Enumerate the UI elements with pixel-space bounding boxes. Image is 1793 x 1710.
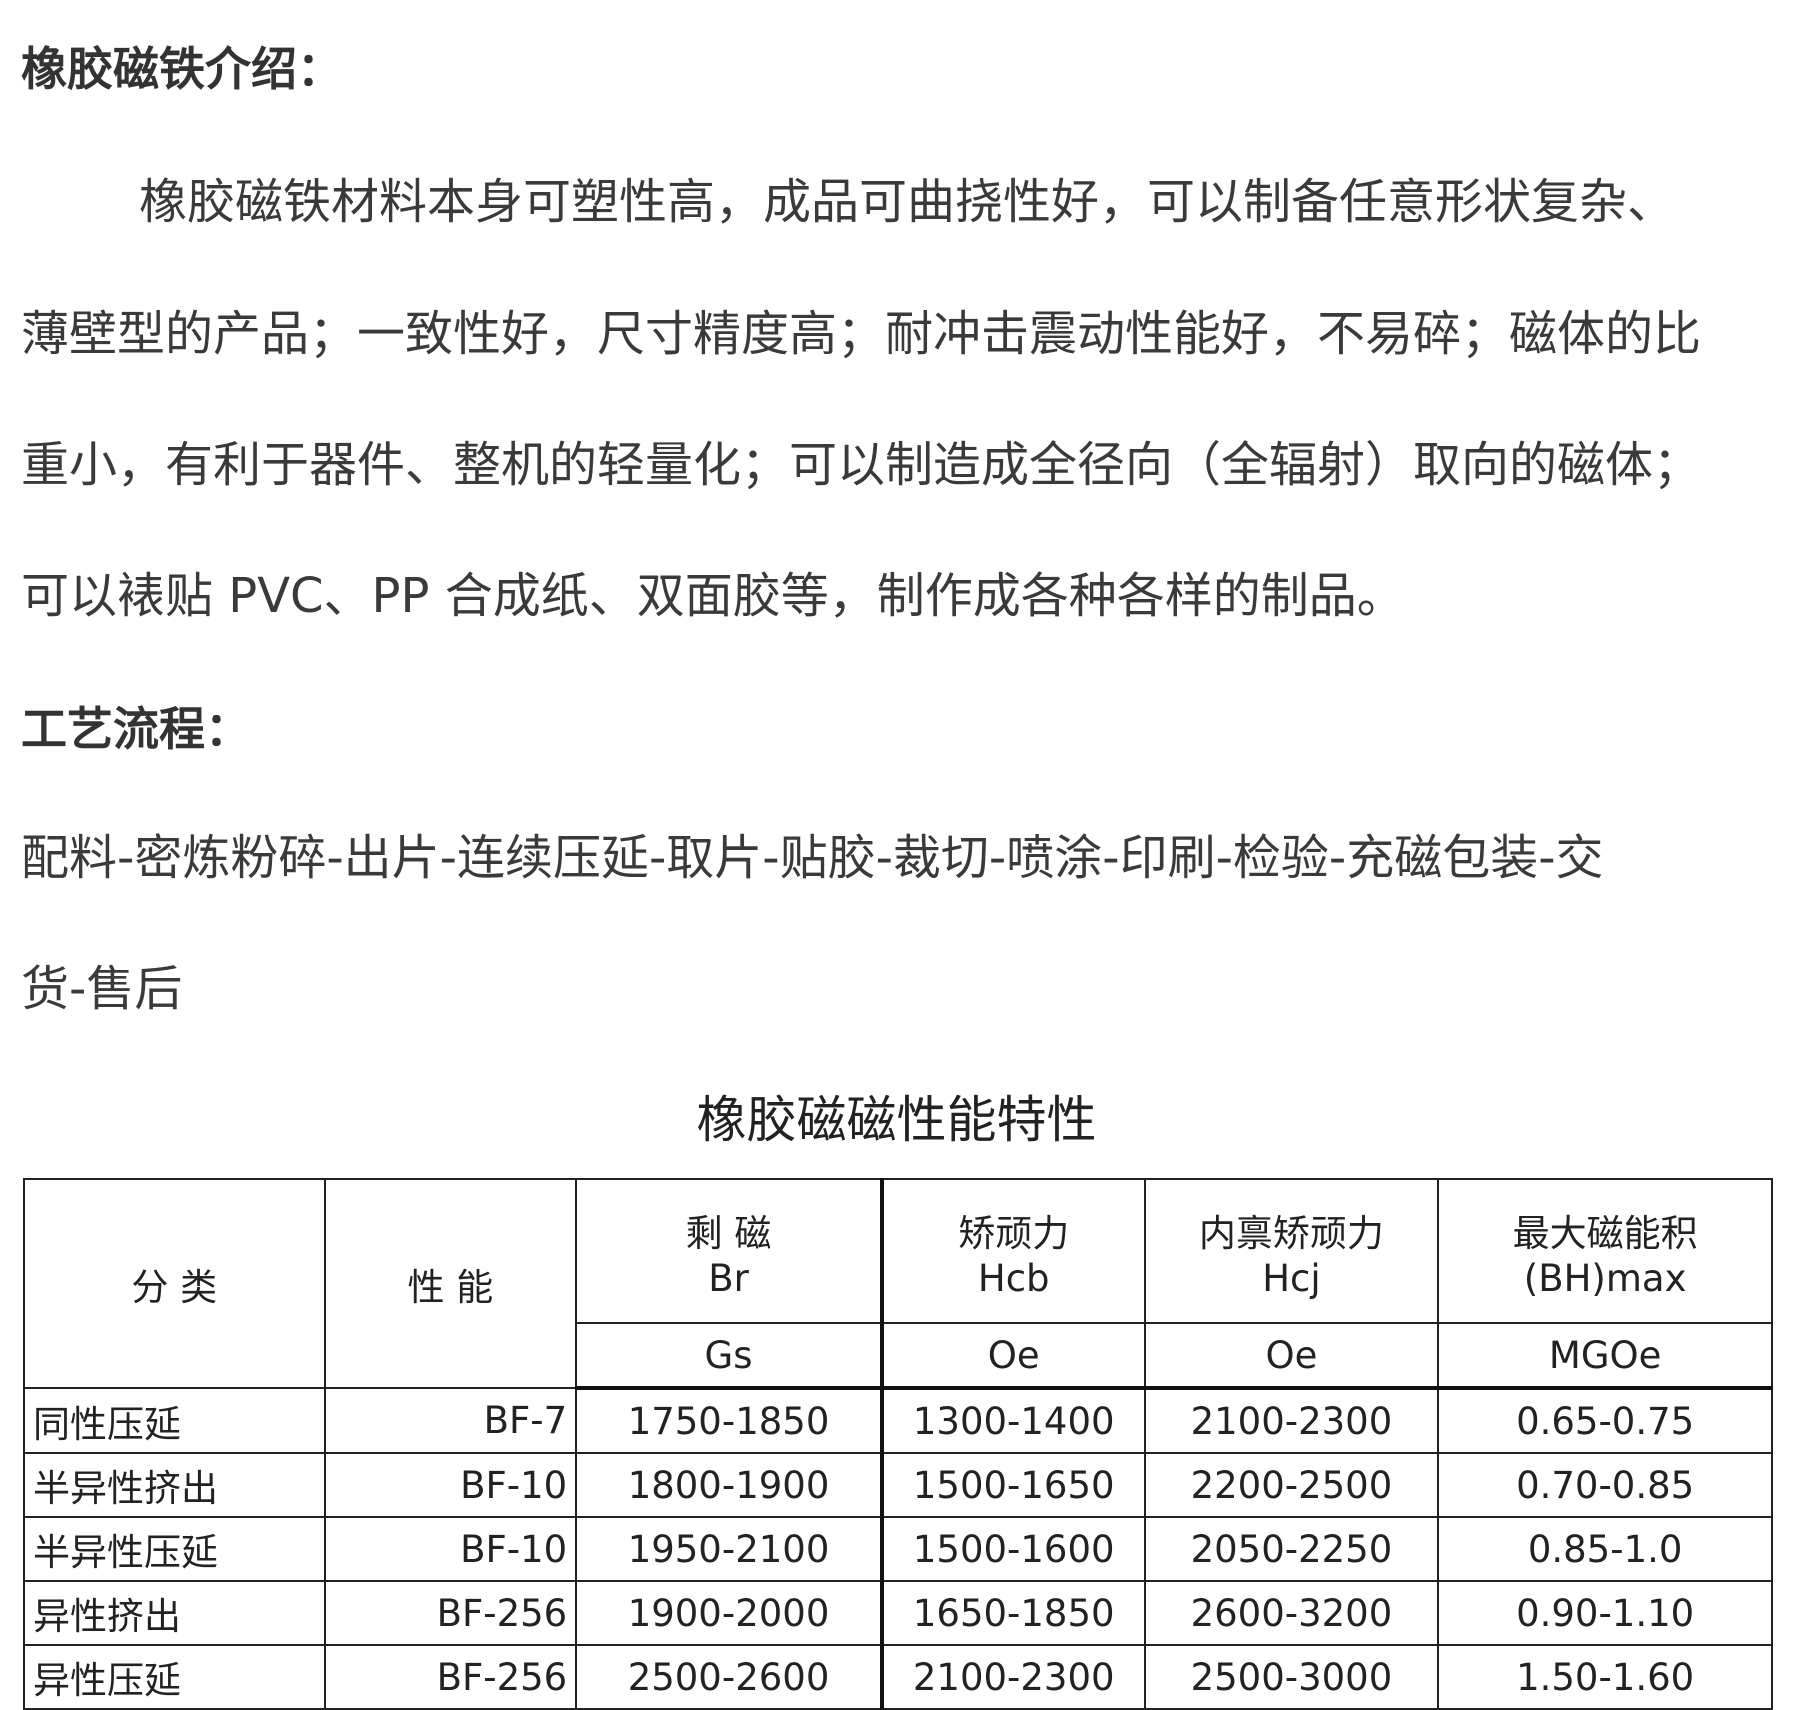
- cell-value: 2050-2250: [1143, 1516, 1440, 1582]
- table-row: 半异性压延 BF-10 1950-2100 1500-1600 2050-2250 0.8…: [23, 1516, 1773, 1582]
- table-row: 半异性挤出 BF-10 1800-1900 1500-1650 2200-2500 0.7…: [23, 1452, 1773, 1518]
- cell-grade: BF-256: [323, 1580, 578, 1646]
- intro-line: 薄壁型的产品；一致性好，尺寸精度高；耐冲击震动性能好，不易碎；磁体的比: [21, 306, 1702, 362]
- table-row: 异性挤出 BF-256 1900-2000 1650-1850 2600-3200 0.9…: [23, 1580, 1773, 1646]
- cell-value: 2500-2600: [575, 1644, 884, 1710]
- cell-category: 同性压延: [23, 1387, 326, 1454]
- cell-value: 0.90-1.10: [1437, 1580, 1773, 1646]
- cell-value: 1500-1600: [880, 1516, 1146, 1582]
- cell-value: 2600-3200: [1143, 1580, 1440, 1646]
- cell-category: 半异性压延: [23, 1516, 326, 1582]
- cell-category: 异性压延: [23, 1644, 326, 1710]
- unit: Oe: [1143, 1322, 1440, 1390]
- process-heading: 工艺流程：: [21, 702, 251, 756]
- unit: Gs: [575, 1322, 884, 1390]
- cell-value: 1650-1850: [880, 1580, 1146, 1646]
- header-row: 分 类 性 能 剩 磁 Br 矫顽力 Hcb 内禀矫顽力 Hcj 最大磁能积 (BH)m…: [23, 1178, 1773, 1389]
- intro-heading: 橡胶磁铁介绍：: [21, 42, 343, 96]
- cell-value: 1500-1650: [880, 1452, 1146, 1518]
- cell-value: 2500-3000: [1143, 1644, 1440, 1710]
- cell-category: 半异性挤出: [23, 1452, 326, 1518]
- header-category: 分 类: [23, 1178, 326, 1389]
- header-br: 剩 磁 Br: [575, 1178, 884, 1324]
- cell-grade: BF-10: [323, 1452, 578, 1518]
- table-row: 同性压延 BF-7 1750-1850 1300-1400 2100-2300 0.65-…: [23, 1387, 1773, 1454]
- cell-grade: BF-7: [323, 1387, 578, 1454]
- cell-value: 2200-2500: [1143, 1452, 1440, 1518]
- cell-value: 1750-1850: [575, 1387, 884, 1454]
- header-bhmax: 最大磁能积 (BH)max: [1437, 1178, 1773, 1324]
- cell-value: 1300-1400: [880, 1387, 1146, 1454]
- cell-value: 1900-2000: [575, 1580, 884, 1646]
- cell-value: 0.65-0.75: [1437, 1387, 1773, 1454]
- intro-line: 重小，有利于器件、整机的轻量化；可以制造成全径向（全辐射）取向的磁体；: [21, 437, 1702, 493]
- header-hcj: 内禀矫顽力 Hcj: [1143, 1178, 1440, 1324]
- cell-value: 1950-2100: [575, 1516, 884, 1582]
- cell-value: 0.70-0.85: [1437, 1452, 1773, 1518]
- cell-grade: BF-10: [323, 1516, 578, 1582]
- intro-line: 橡胶磁铁材料本身可塑性高，成品可曲挠性好，可以制备任意形状复杂、: [139, 174, 1676, 230]
- header-hcb: 矫顽力 Hcb: [880, 1178, 1146, 1324]
- unit: MGOe: [1437, 1322, 1773, 1390]
- unit: Oe: [880, 1322, 1146, 1390]
- intro-line: 可以裱贴 PVC、PP 合成纸、双面胶等，制作成各种各样的制品。: [21, 568, 1405, 624]
- cell-value: 1.50-1.60: [1437, 1644, 1773, 1710]
- magnet-properties-table: 分 类 性 能 剩 磁 Br 矫顽力 Hcb 内禀矫顽力 Hcj 最大磁能积 (BH)m…: [23, 1178, 1773, 1710]
- cell-category: 异性挤出: [23, 1580, 326, 1646]
- process-line: 配料-密炼粉碎-出片-连续压延-取片-贴胶-裁切-喷涂-印刷-检验-充磁包装-交: [21, 830, 1604, 886]
- cell-value: 2100-2300: [880, 1644, 1146, 1710]
- table-row: 异性压延 BF-256 2500-2600 2100-2300 2500-3000 1.5…: [23, 1644, 1773, 1710]
- units-row: Gs Oe Oe MGOe: [24, 1322, 1773, 1390]
- cell-value: 2100-2300: [1143, 1387, 1440, 1454]
- header-grade: 性 能: [323, 1178, 578, 1389]
- cell-value: 1800-1900: [575, 1452, 884, 1518]
- process-line: 货-售后: [21, 961, 183, 1017]
- table-title: 橡胶磁磁性能特性: [696, 1091, 1097, 1149]
- cell-value: 0.85-1.0: [1437, 1516, 1773, 1582]
- cell-grade: BF-256: [323, 1644, 578, 1710]
